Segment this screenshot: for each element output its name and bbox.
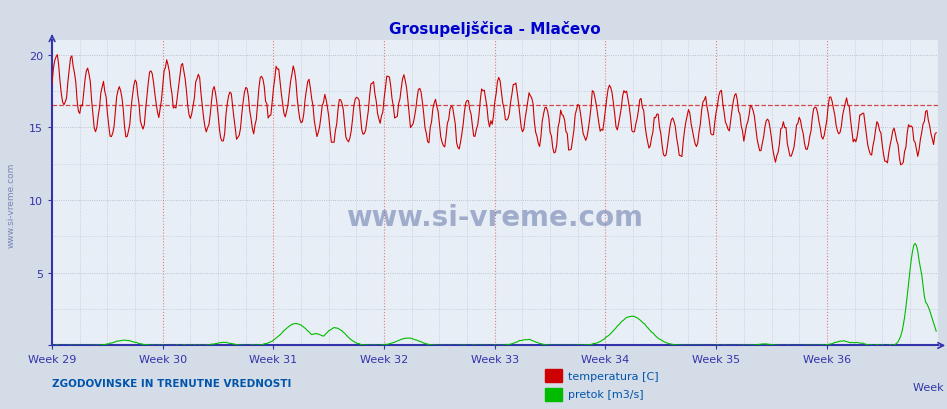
Text: temperatura [C]: temperatura [C] bbox=[568, 371, 659, 381]
Text: ZGODOVINSKE IN TRENUTNE VREDNOSTI: ZGODOVINSKE IN TRENUTNE VREDNOSTI bbox=[52, 378, 292, 389]
Text: www.si-vreme.com: www.si-vreme.com bbox=[347, 204, 643, 231]
Text: Week 37: Week 37 bbox=[914, 382, 947, 392]
Text: pretok [m3/s]: pretok [m3/s] bbox=[568, 389, 644, 399]
Text: www.si-vreme.com: www.si-vreme.com bbox=[7, 162, 16, 247]
Title: Grosupeljščica - Mlačevo: Grosupeljščica - Mlačevo bbox=[389, 21, 600, 37]
